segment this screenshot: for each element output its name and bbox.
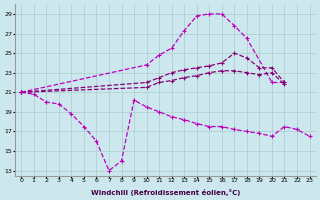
X-axis label: Windchill (Refroidissement éolien,°C): Windchill (Refroidissement éolien,°C) bbox=[91, 189, 240, 196]
